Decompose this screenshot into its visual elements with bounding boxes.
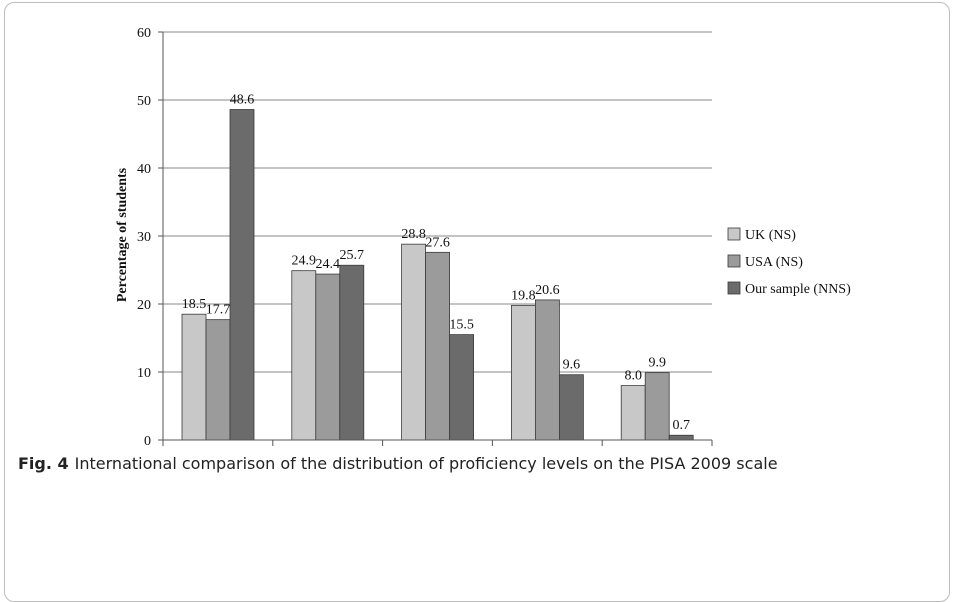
bar-1-1: [315, 273, 341, 441]
data-label-2-1: 25.7: [340, 248, 365, 263]
bar-1-3: [535, 299, 560, 441]
data-label-1-1: 24.4: [316, 257, 341, 272]
bar-0-4: [620, 385, 646, 441]
data-label-2-3: 9.6: [563, 358, 581, 373]
data-label-2-0: 48.6: [230, 93, 255, 108]
data-label-2-2: 15.5: [449, 318, 474, 333]
bar-1-0: [205, 319, 231, 441]
legend-swatch-0: [727, 227, 741, 241]
bar-0-0: [181, 313, 207, 441]
y-axis-label: Percentage of students: [115, 167, 130, 302]
y-tick-label-6: 60: [137, 26, 151, 41]
data-label-0-1: 24.9: [292, 254, 317, 269]
bars: [181, 109, 694, 441]
bar-0-3: [510, 304, 536, 441]
legend-label-1: USA (NS): [745, 255, 803, 270]
bar-0-2: [401, 243, 427, 441]
legend-swatch-1: [727, 254, 741, 268]
data-label-0-0: 18.5: [182, 297, 207, 312]
y-tick-label-3: 30: [137, 230, 151, 245]
figure-caption: Fig. 4 International comparison of the di…: [18, 454, 778, 473]
bar-2-2: [449, 334, 475, 441]
legend: UK (NS) USA (NS) Our sample (NNS): [727, 227, 851, 297]
bar-0-1: [291, 270, 317, 441]
bar-2-4: [668, 434, 694, 441]
legend-swatch-2: [727, 281, 741, 295]
data-labels: 18.5 17.7 48.6 24.9 24.425.7 28.827.6 15.5 19.8…: [182, 93, 690, 434]
bar-1-4: [644, 372, 670, 441]
bar-2-1: [339, 264, 365, 441]
data-label-1-2: 27.6: [425, 235, 450, 250]
y-tick-label-4: 40: [137, 162, 151, 177]
legend-label-0: UK (NS): [745, 228, 796, 243]
data-label-1-4: 9.9: [648, 356, 666, 371]
data-label-2-4: 0.7: [672, 418, 690, 433]
data-label-1-0: 17.7: [206, 303, 231, 318]
bar-2-0: [229, 109, 255, 441]
data-label-0-2: 28.8: [401, 227, 426, 242]
y-axis-ticks: 0 10 20 30 40 50 60: [137, 26, 163, 449]
y-tick-label-1: 10: [137, 366, 151, 381]
y-tick-label-2: 20: [137, 298, 151, 313]
axes: [162, 32, 713, 446]
data-label-1-3: 20.6: [535, 283, 560, 298]
caption-text: International comparison of the distribu…: [74, 454, 778, 473]
bar-1-2: [425, 251, 451, 441]
y-tick-label-0: 0: [144, 434, 151, 449]
gridlines: [163, 31, 712, 373]
bar-chart: 0 10 20 30 40 50 60 18.5 17.7 48.6 24.9 24.425.7 28…: [115, 26, 851, 449]
bar-2-3: [559, 374, 584, 441]
caption-label: Fig. 4: [18, 454, 69, 473]
data-label-0-4: 8.0: [624, 369, 642, 384]
y-tick-label-5: 50: [137, 94, 151, 109]
legend-label-2: Our sample (NNS): [745, 282, 851, 297]
data-label-0-3: 19.8: [511, 288, 536, 303]
